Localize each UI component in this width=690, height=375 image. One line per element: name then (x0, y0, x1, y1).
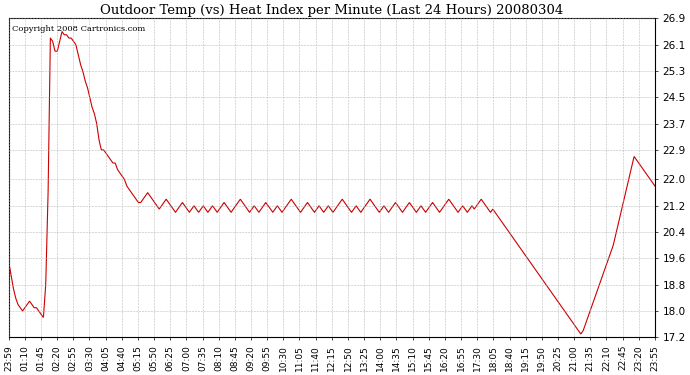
Text: Copyright 2008 Cartronics.com: Copyright 2008 Cartronics.com (12, 25, 145, 33)
Title: Outdoor Temp (vs) Heat Index per Minute (Last 24 Hours) 20080304: Outdoor Temp (vs) Heat Index per Minute … (100, 4, 564, 17)
